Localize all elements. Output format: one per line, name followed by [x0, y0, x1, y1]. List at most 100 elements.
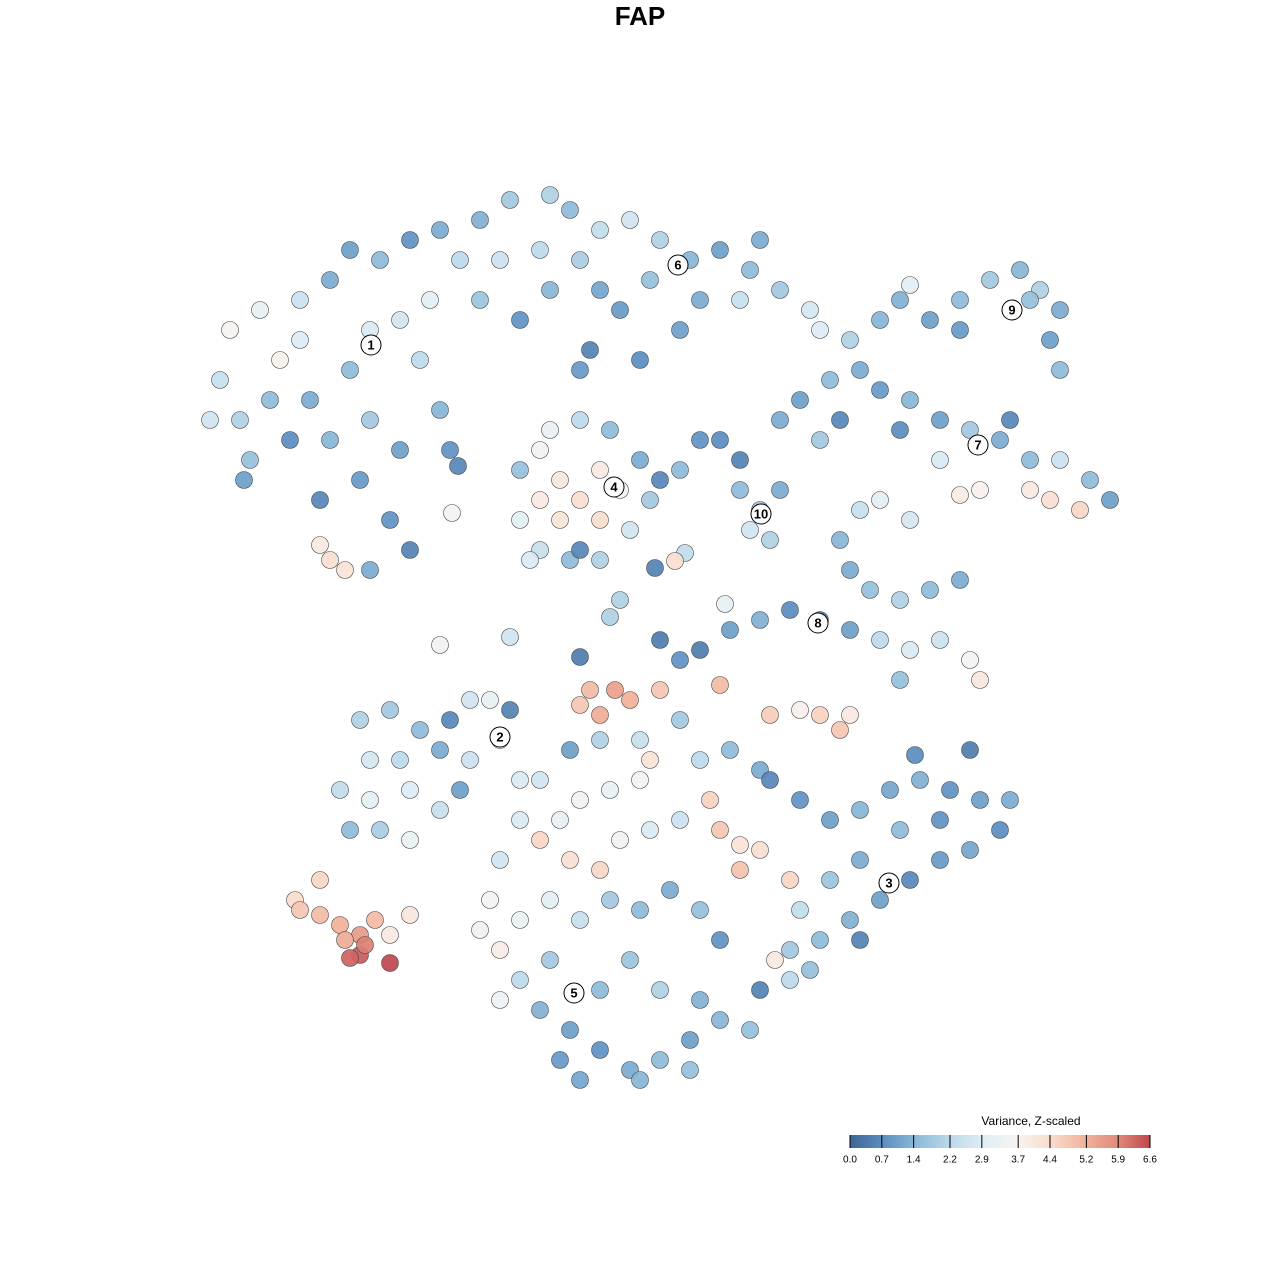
scatter-point	[971, 481, 989, 499]
scatter-point	[711, 931, 729, 949]
scatter-point	[571, 411, 589, 429]
scatter-point	[541, 891, 559, 909]
scatter-point	[891, 591, 909, 609]
cluster-label: 8	[814, 615, 821, 630]
scatter-point	[646, 559, 664, 577]
cluster-label: 5	[570, 985, 577, 1000]
scatter-point	[311, 906, 329, 924]
scatter-point	[641, 751, 659, 769]
scatter-point	[561, 201, 579, 219]
scatter-point	[921, 581, 939, 599]
scatter-point	[401, 541, 419, 559]
scatter-point	[771, 411, 789, 429]
scatter-point	[781, 971, 799, 989]
scatter-point	[511, 911, 529, 929]
colorbar-tick-label: 4.4	[1043, 1155, 1057, 1166]
scatter-point	[651, 631, 669, 649]
scatter-point	[771, 481, 789, 499]
scatter-point	[841, 706, 859, 724]
scatter-point	[361, 411, 379, 429]
scatter-point	[851, 851, 869, 869]
colorbar-tick-label: 5.2	[1079, 1155, 1093, 1166]
scatter-point	[871, 491, 889, 509]
scatter-point	[811, 931, 829, 949]
scatter-point	[891, 671, 909, 689]
scatter-point	[451, 781, 469, 799]
scatter-point	[931, 811, 949, 829]
scatter-point	[431, 636, 449, 654]
scatter-point	[891, 291, 909, 309]
scatter-point	[981, 271, 999, 289]
scatter-point	[401, 781, 419, 799]
scatter-point	[611, 301, 629, 319]
scatter-point	[891, 421, 909, 439]
scatter-point	[381, 701, 399, 719]
scatter-point	[731, 861, 749, 879]
colorbar-tick-label: 0.0	[843, 1155, 857, 1166]
scatter-point	[991, 431, 1009, 449]
cluster-label-badge	[489, 726, 511, 748]
scatter-point	[291, 331, 309, 349]
scatter-point	[591, 281, 609, 299]
scatter-point	[341, 821, 359, 839]
scatter-point	[391, 441, 409, 459]
scatter-point	[511, 771, 529, 789]
scatter-point	[311, 536, 329, 554]
scatter-point	[961, 651, 979, 669]
scatter-point	[951, 571, 969, 589]
scatter-point	[651, 471, 669, 489]
scatter-point	[851, 931, 869, 949]
scatter-point	[1041, 331, 1059, 349]
scatter-point	[701, 791, 719, 809]
scatter-point	[235, 471, 253, 489]
scatter-point	[871, 381, 889, 399]
scatter-point	[1001, 791, 1019, 809]
cluster-label: 1	[367, 337, 374, 352]
scatter-point	[521, 551, 539, 569]
cluster-label: 9	[1008, 302, 1015, 317]
scatter-point	[651, 231, 669, 249]
scatter-point	[621, 521, 639, 539]
scatter-point	[781, 601, 799, 619]
scatter-point	[441, 441, 459, 459]
scatter-point	[321, 431, 339, 449]
scatter-point	[631, 731, 649, 749]
scatter-point	[1051, 301, 1069, 319]
scatter-point	[1021, 291, 1039, 309]
scatter-point	[231, 411, 249, 429]
scatter-point	[671, 711, 689, 729]
scatter-point	[991, 821, 1009, 839]
scatter-point	[831, 531, 849, 549]
scatter-point	[671, 461, 689, 479]
colorbar-tick-label: 2.2	[943, 1155, 957, 1166]
scatter-point	[711, 431, 729, 449]
scatter-point	[321, 271, 339, 289]
scatter-point	[511, 511, 529, 529]
scatter-point	[571, 791, 589, 809]
scatter-point	[591, 551, 609, 569]
scatter-point	[631, 351, 649, 369]
cluster-label: 10	[754, 506, 768, 521]
scatter-point	[591, 861, 609, 879]
scatter-point	[411, 351, 429, 369]
scatter-point	[411, 721, 429, 739]
scatter-point	[341, 361, 359, 379]
scatter-point	[606, 681, 624, 699]
scatter-point	[901, 511, 919, 529]
scatter-point	[591, 981, 609, 999]
scatter-point	[1021, 481, 1039, 499]
scatter-point	[951, 486, 969, 504]
scatter-point	[601, 421, 619, 439]
scatter-point	[1021, 451, 1039, 469]
scatter-point	[871, 631, 889, 649]
scatter-point	[581, 341, 599, 359]
colorbar-tick-label: 1.4	[907, 1155, 921, 1166]
scatter-point	[971, 671, 989, 689]
colorbar-title: Variance, Z-scaled	[981, 1114, 1080, 1128]
scatter-point	[931, 451, 949, 469]
scatter-point	[591, 706, 609, 724]
scatter-point	[351, 471, 369, 489]
scatter-point	[531, 441, 549, 459]
scatter-point	[601, 781, 619, 799]
scatter-point	[711, 241, 729, 259]
